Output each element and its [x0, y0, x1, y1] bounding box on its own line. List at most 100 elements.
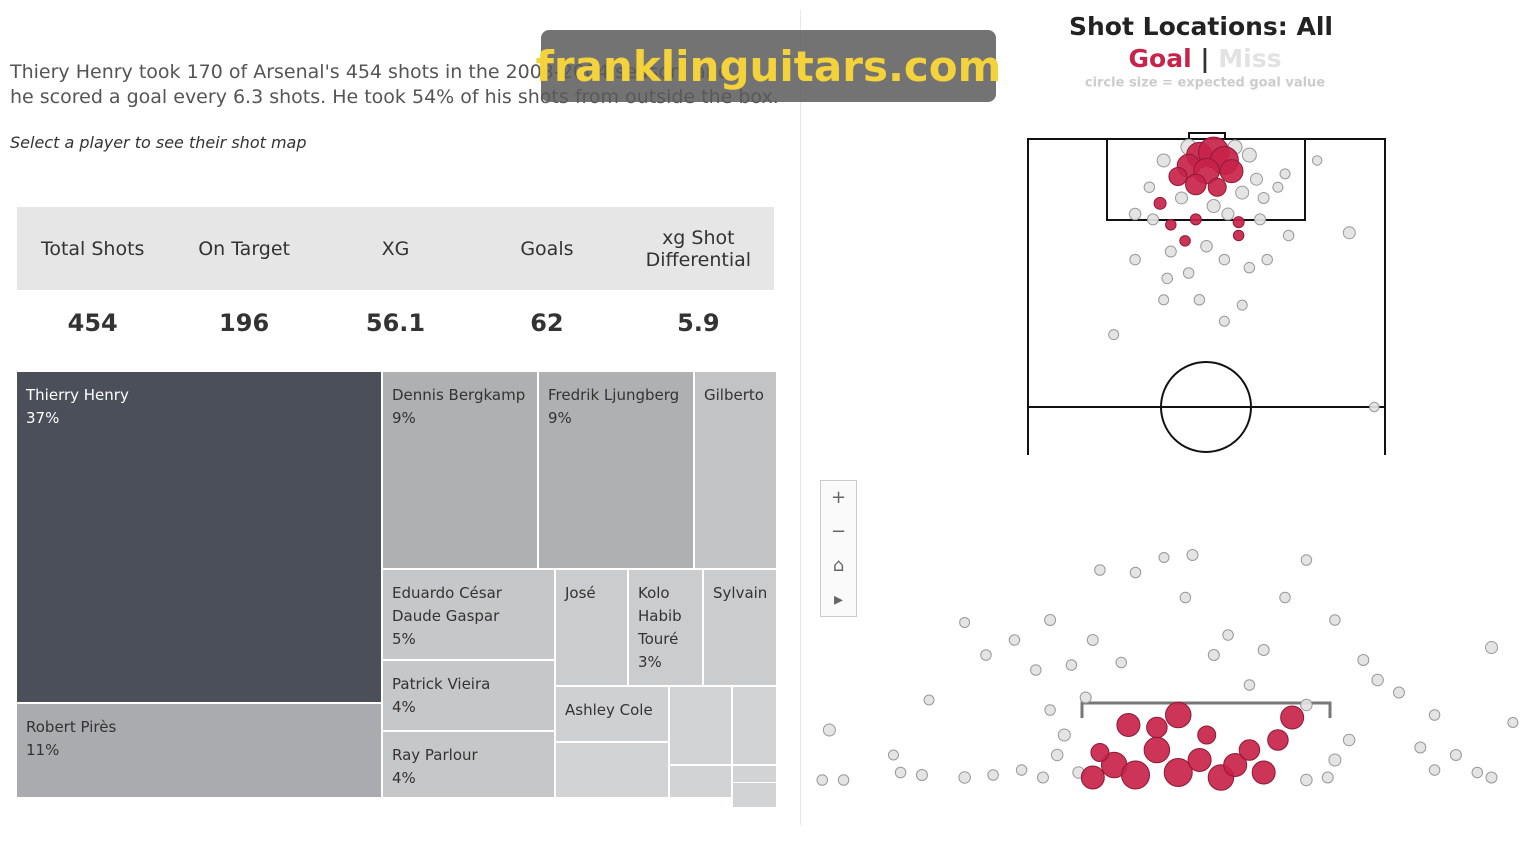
- shot: [1280, 705, 1305, 730]
- shot: [1254, 213, 1267, 226]
- shot: [1182, 267, 1195, 279]
- zoom-play[interactable]: ▸: [833, 588, 844, 610]
- shot: [1036, 771, 1049, 784]
- shot: [1015, 764, 1028, 776]
- player-name: Sylvain: [713, 584, 768, 602]
- shot: [1116, 713, 1141, 737]
- shot: [1168, 167, 1188, 187]
- shot: [1129, 566, 1142, 579]
- shot: [1342, 733, 1356, 747]
- watermark: franklinguitars.com: [536, 30, 1001, 102]
- kpi-value: 56.1: [365, 308, 426, 337]
- shot: [1219, 159, 1244, 184]
- shot: [1086, 634, 1099, 646]
- shot: [1300, 554, 1313, 566]
- treemap-tile[interactable]: Sylvain: [703, 569, 777, 686]
- shot: [1300, 773, 1313, 787]
- kpi-label: XG: [381, 237, 410, 260]
- shot: [1311, 155, 1323, 166]
- shot: [1485, 641, 1499, 654]
- shot: [1485, 771, 1498, 784]
- shot: [1267, 729, 1289, 751]
- legend-separator: |: [1200, 44, 1209, 73]
- legend-note: circle size = expected goal value: [1085, 76, 1325, 91]
- zoom-home[interactable]: ⌂: [832, 554, 845, 576]
- legend-goal[interactable]: Goal: [1129, 44, 1192, 73]
- shot: [1300, 698, 1313, 712]
- zoom-controls: + − ⌂ ▸: [820, 480, 857, 617]
- shot: [1080, 765, 1105, 790]
- player-name: José: [565, 584, 596, 602]
- zoom-out[interactable]: −: [830, 521, 847, 543]
- shot: [816, 774, 828, 786]
- shot: [1279, 168, 1291, 180]
- treemap-tile[interactable]: Fredrik Ljungberg 9%: [538, 371, 694, 569]
- shot: [1146, 213, 1159, 226]
- center-circle: [1160, 361, 1252, 453]
- shot: [1392, 686, 1405, 699]
- player-name: Thierry Henry: [26, 386, 129, 404]
- treemap-tile[interactable]: Patrick Vieira 4%: [382, 660, 555, 731]
- goal: [1188, 132, 1226, 139]
- treemap-tile: [669, 686, 732, 765]
- player-name: Ray Parlour: [392, 746, 478, 764]
- shot: [1164, 245, 1177, 258]
- shot: [923, 694, 935, 706]
- shot: [1428, 709, 1441, 721]
- treemap-tile[interactable]: Ray Parlour 4%: [382, 731, 555, 798]
- legend-miss[interactable]: Miss: [1218, 44, 1281, 73]
- kpi-value: 454: [67, 308, 118, 337]
- shot: [1186, 549, 1199, 561]
- player-share: 3%: [638, 653, 662, 671]
- treemap-tile[interactable]: Gilberto: [694, 371, 777, 569]
- shot: [1115, 656, 1128, 669]
- shot: [822, 723, 836, 737]
- player-name: Dennis Bergkamp: [392, 386, 526, 404]
- zoom-in[interactable]: +: [830, 487, 847, 509]
- divider: [800, 10, 801, 825]
- player-share: 5%: [392, 630, 416, 648]
- kpi-label: Total Shots: [40, 237, 145, 260]
- shot: [1236, 299, 1248, 311]
- shot: [1050, 748, 1064, 762]
- goal-frame: [1080, 701, 1332, 718]
- player-name: Gilberto: [704, 386, 764, 404]
- treemap-tile[interactable]: Ashley Cole: [555, 686, 669, 742]
- player-name: Fredrik Ljungberg: [548, 386, 680, 404]
- panel-title: Shot Locations: All: [1069, 12, 1333, 41]
- shot: [1328, 753, 1342, 767]
- player-name: Eduardo César Daude Gaspar: [392, 584, 502, 625]
- treemap-tile[interactable]: Eduardo César Daude Gaspar 5%: [382, 569, 555, 660]
- shot: [1428, 764, 1441, 776]
- shot: [1282, 229, 1295, 242]
- shot: [1108, 329, 1120, 341]
- player-name: Ashley Cole: [565, 701, 653, 719]
- shot: [987, 769, 999, 781]
- shot: [1261, 253, 1273, 266]
- shot: [1238, 739, 1261, 761]
- treemap-tile: [555, 742, 669, 798]
- shot: [1057, 728, 1071, 742]
- treemap-tile: [732, 782, 777, 808]
- shot: [1329, 614, 1341, 626]
- shot: [1161, 272, 1173, 285]
- treemap-tile[interactable]: José: [555, 569, 628, 686]
- legend: Goal | Miss: [1129, 44, 1282, 73]
- shot: [1044, 704, 1056, 716]
- shot: [1414, 741, 1427, 754]
- shot: [1207, 177, 1227, 197]
- shot: [1129, 253, 1141, 266]
- shot: [1094, 564, 1106, 576]
- player-share: 11%: [26, 741, 60, 759]
- shot: [1008, 634, 1021, 646]
- treemap-tile[interactable]: Dennis Bergkamp 9%: [382, 371, 538, 569]
- treemap-tile[interactable]: Kolo Habib Touré 3%: [628, 569, 703, 686]
- shot: [894, 766, 907, 779]
- treemap-tile[interactable]: Robert Pirès 11%: [16, 703, 382, 798]
- shot: [887, 749, 899, 761]
- shot: [1128, 207, 1142, 221]
- shot: [1164, 701, 1192, 729]
- shot: [1044, 614, 1057, 626]
- treemap-tile[interactable]: Thierry Henry 37%: [16, 371, 382, 703]
